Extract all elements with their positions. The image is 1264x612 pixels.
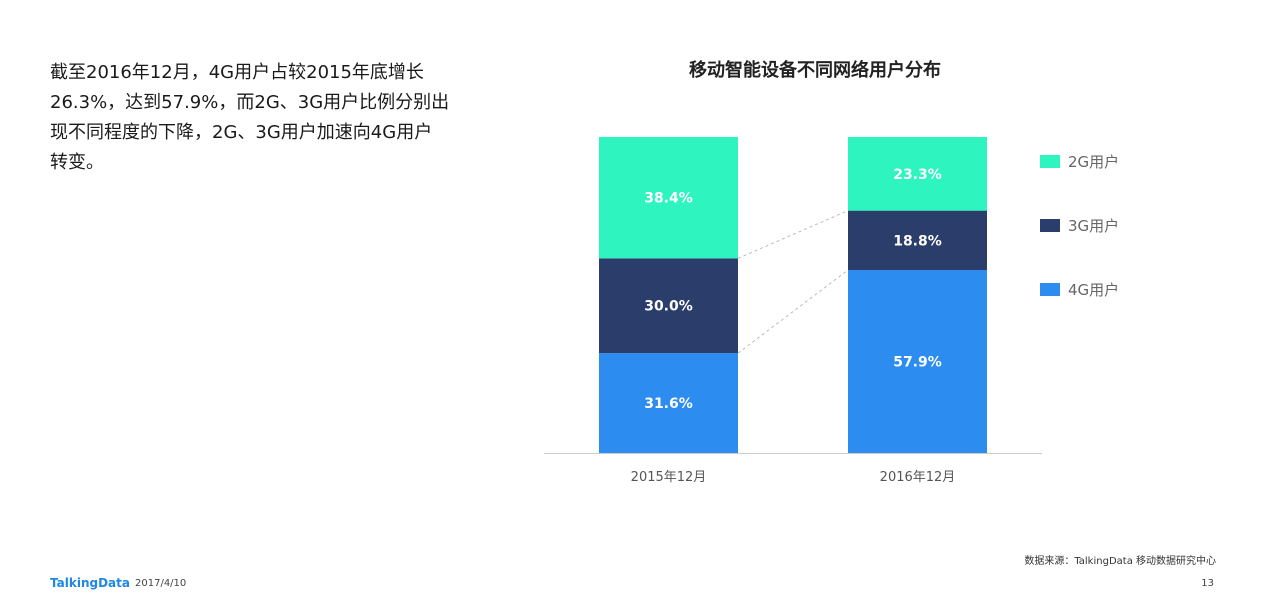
data-label: 31.6% bbox=[644, 396, 693, 412]
data-label: 23.3% bbox=[893, 167, 942, 183]
connector-line bbox=[737, 269, 849, 354]
page-number: 13 bbox=[1201, 578, 1214, 589]
x-tick-label: 2016年12月 bbox=[880, 470, 956, 485]
data-label: 18.8% bbox=[893, 233, 942, 249]
description-text: 截至2016年12月，4G用户占较2015年底增长26.3%，达到57.9%，而… bbox=[50, 62, 450, 173]
connector-line bbox=[737, 210, 849, 259]
x-tick-label: 2015年12月 bbox=[631, 470, 707, 485]
legend-swatch bbox=[1040, 282, 1060, 296]
data-label: 30.0% bbox=[644, 299, 693, 315]
bar-4G用户-2016年12月 bbox=[848, 270, 987, 453]
legend-label: 4G用户 bbox=[1068, 280, 1120, 299]
data-label: 38.4% bbox=[644, 191, 693, 207]
bar-3G用户-2015年12月 bbox=[599, 258, 738, 354]
legend-item: 3G用户 bbox=[1040, 214, 1119, 236]
bar-2G用户-2016年12月 bbox=[848, 137, 987, 211]
legend-item: 2G用户 bbox=[1040, 150, 1119, 172]
chart-title: 移动智能设备不同网络用户分布 bbox=[689, 60, 941, 81]
bar-4G用户-2015年12月 bbox=[599, 353, 738, 453]
legend-item: 4G用户 bbox=[1040, 278, 1119, 300]
legend-swatch bbox=[1040, 154, 1060, 168]
legend-label: 2G用户 bbox=[1068, 152, 1120, 171]
bar-2G用户-2015年12月 bbox=[599, 137, 738, 259]
legend-label: 3G用户 bbox=[1068, 216, 1120, 235]
data-source: 数据来源：TalkingData 移动数据研究中心 bbox=[1024, 556, 1216, 567]
bar-3G用户-2016年12月 bbox=[848, 210, 987, 271]
chart-legend: 2G用户 3G用户 4G用户 bbox=[1040, 150, 1119, 342]
legend-swatch bbox=[1040, 218, 1060, 232]
talkingdata-logo: TalkingData bbox=[50, 576, 130, 590]
data-label: 57.9% bbox=[893, 355, 942, 371]
footer-date: 2017/4/10 bbox=[135, 578, 187, 589]
